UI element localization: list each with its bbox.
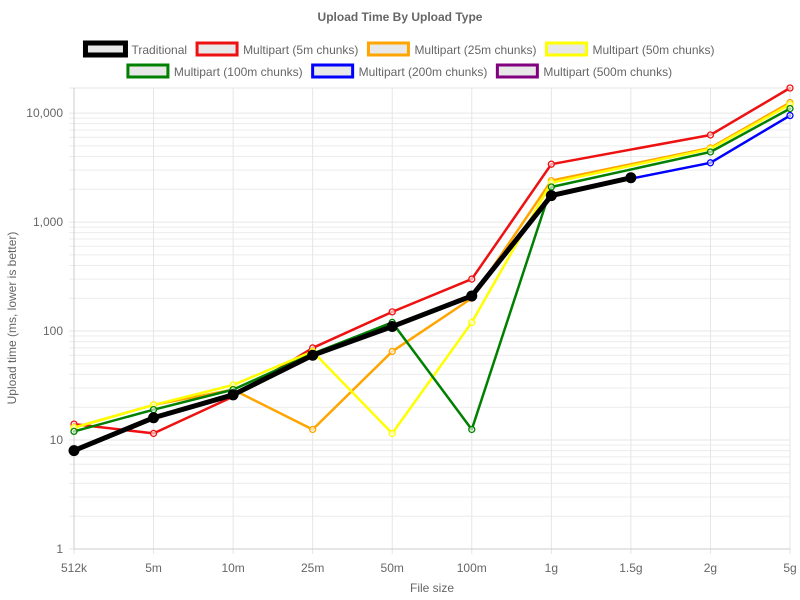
x-axis-title: File size — [410, 581, 454, 595]
y-axis: 1 10 100 1,000 10,000 — [26, 106, 63, 556]
data-point[interactable] — [307, 349, 319, 361]
data-point[interactable] — [149, 429, 158, 438]
data-point[interactable] — [625, 172, 637, 184]
data-point[interactable] — [70, 427, 78, 436]
series-traditional — [68, 172, 637, 457]
series-line — [72, 103, 792, 435]
x-tick-label: 10m — [221, 561, 244, 575]
legend-item-multipart-25m-chunks[interactable]: Multipart (25m chunks) — [366, 41, 536, 57]
x-tick-label: 512k — [61, 561, 88, 575]
legend-swatch — [366, 41, 410, 57]
series-layer — [68, 84, 794, 457]
data-point[interactable] — [388, 347, 396, 356]
legend-swatch — [311, 63, 355, 79]
x-tick-label: 100m — [457, 561, 487, 575]
data-point[interactable] — [786, 84, 794, 92]
data-point[interactable] — [468, 425, 476, 434]
data-point[interactable] — [466, 290, 478, 302]
data-point[interactable] — [547, 183, 555, 191]
series-line — [72, 101, 792, 431]
x-tick-label: 1.5g — [619, 561, 642, 575]
data-point[interactable] — [386, 321, 398, 333]
data-point[interactable] — [706, 131, 715, 139]
legend-item-multipart-5m-chunks[interactable]: Multipart (5m chunks) — [195, 41, 358, 57]
legend-label: Multipart (100m chunks) — [174, 65, 303, 79]
data-point[interactable] — [149, 406, 158, 414]
data-point[interactable] — [468, 318, 476, 327]
legend-swatch — [544, 41, 588, 57]
data-point[interactable] — [388, 429, 396, 438]
legend-label: Multipart (5m chunks) — [243, 43, 358, 57]
data-point[interactable] — [68, 445, 80, 457]
data-point[interactable] — [706, 159, 715, 167]
series-line — [72, 107, 792, 433]
legend-swatch — [495, 63, 539, 79]
data-point[interactable] — [309, 425, 317, 434]
series-line — [72, 86, 792, 435]
legend-swatch — [82, 40, 128, 58]
x-tick-label: 2g — [704, 561, 717, 575]
data-point[interactable] — [547, 160, 555, 168]
data-point[interactable] — [706, 148, 715, 156]
x-tick-label: 25m — [301, 561, 324, 575]
data-point[interactable] — [786, 104, 794, 113]
data-point[interactable] — [388, 308, 396, 316]
data-point[interactable] — [545, 190, 557, 202]
y-axis-title: Upload time (ms, lower is better) — [5, 232, 19, 405]
legend-item-multipart-100m-chunks[interactable]: Multipart (100m chunks) — [126, 63, 303, 79]
x-tick-label: 5g — [783, 561, 796, 575]
legend-label: Multipart (500m chunks) — [543, 65, 672, 79]
legend-item-traditional[interactable]: Traditional — [82, 40, 187, 58]
legend-item-multipart-50m-chunks[interactable]: Multipart (50m chunks) — [544, 41, 715, 57]
legend-label: Traditional — [131, 43, 187, 57]
series-line — [71, 175, 634, 454]
x-tick-label: 5m — [145, 561, 162, 575]
chart-title: Upload Time By Upload Type — [318, 10, 483, 24]
x-tick-label: 50m — [381, 561, 404, 575]
legend-swatch — [126, 63, 170, 79]
y-tick-label: 1 — [56, 542, 63, 556]
legend-label: Multipart (25m chunks) — [414, 43, 536, 57]
legend-item-multipart-200m-chunks[interactable]: Multipart (200m chunks) — [311, 63, 488, 79]
y-tick-label: 1,000 — [33, 215, 63, 229]
y-tick-label: 100 — [43, 324, 63, 338]
legend-swatch — [195, 41, 239, 57]
y-tick-label: 10,000 — [26, 106, 63, 120]
legend-label: Multipart (200m chunks) — [359, 65, 488, 79]
data-point[interactable] — [227, 389, 239, 401]
y-tick-label: 10 — [50, 433, 64, 447]
x-axis: 512k 5m 10m 25m 50m 100m 1g 1.5g 2g 5g — [61, 561, 797, 575]
data-point[interactable] — [786, 111, 794, 120]
grid — [69, 87, 791, 554]
x-tick-label: 1g — [545, 561, 558, 575]
series-multipart-50m-chunks — [70, 100, 794, 438]
legend-label: Multipart (50m chunks) — [592, 43, 714, 57]
series-multipart-25m-chunks — [70, 98, 794, 434]
legend[interactable]: Traditional Multipart (5m chunks) Multipar… — [82, 40, 715, 79]
data-point[interactable] — [468, 275, 476, 283]
legend-item-multipart-500m-chunks[interactable]: Multipart (500m chunks) — [495, 63, 672, 79]
data-point[interactable] — [148, 412, 160, 424]
